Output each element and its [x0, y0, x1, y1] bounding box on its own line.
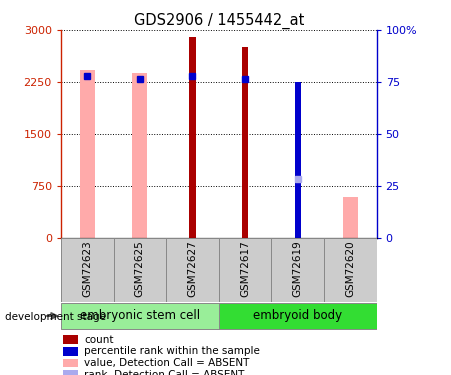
Text: GSM72627: GSM72627	[188, 240, 198, 297]
Text: count: count	[84, 334, 114, 345]
Bar	[63, 358, 78, 367]
Text: percentile rank within the sample: percentile rank within the sample	[84, 346, 260, 356]
Bar	[61, 238, 114, 302]
Bar	[272, 238, 324, 302]
Bar	[114, 238, 166, 302]
Bar	[166, 238, 219, 302]
Text: embryonic stem cell: embryonic stem cell	[80, 309, 200, 322]
Text: rank, Detection Call = ABSENT: rank, Detection Call = ABSENT	[84, 370, 244, 375]
Bar	[61, 303, 219, 328]
Text: development stage: development stage	[5, 312, 106, 322]
Bar	[63, 370, 78, 375]
Text: GSM72617: GSM72617	[240, 240, 250, 297]
Bar	[324, 238, 377, 302]
Text: GSM72625: GSM72625	[135, 240, 145, 297]
Text: GSM72623: GSM72623	[82, 240, 92, 297]
Bar	[80, 69, 95, 238]
Bar	[295, 82, 301, 238]
Bar	[295, 82, 301, 238]
Text: value, Detection Call = ABSENT: value, Detection Call = ABSENT	[84, 358, 249, 368]
Bar	[133, 73, 147, 238]
Bar	[63, 335, 78, 344]
Text: GSM72620: GSM72620	[345, 240, 355, 297]
Bar	[189, 37, 196, 238]
Text: GSM72619: GSM72619	[293, 240, 303, 297]
Bar	[219, 238, 272, 302]
Bar	[343, 196, 358, 238]
Text: embryoid body: embryoid body	[253, 309, 342, 322]
Title: GDS2906 / 1455442_at: GDS2906 / 1455442_at	[133, 12, 304, 28]
Bar	[63, 347, 78, 355]
Bar	[242, 47, 248, 238]
Bar	[219, 303, 377, 328]
